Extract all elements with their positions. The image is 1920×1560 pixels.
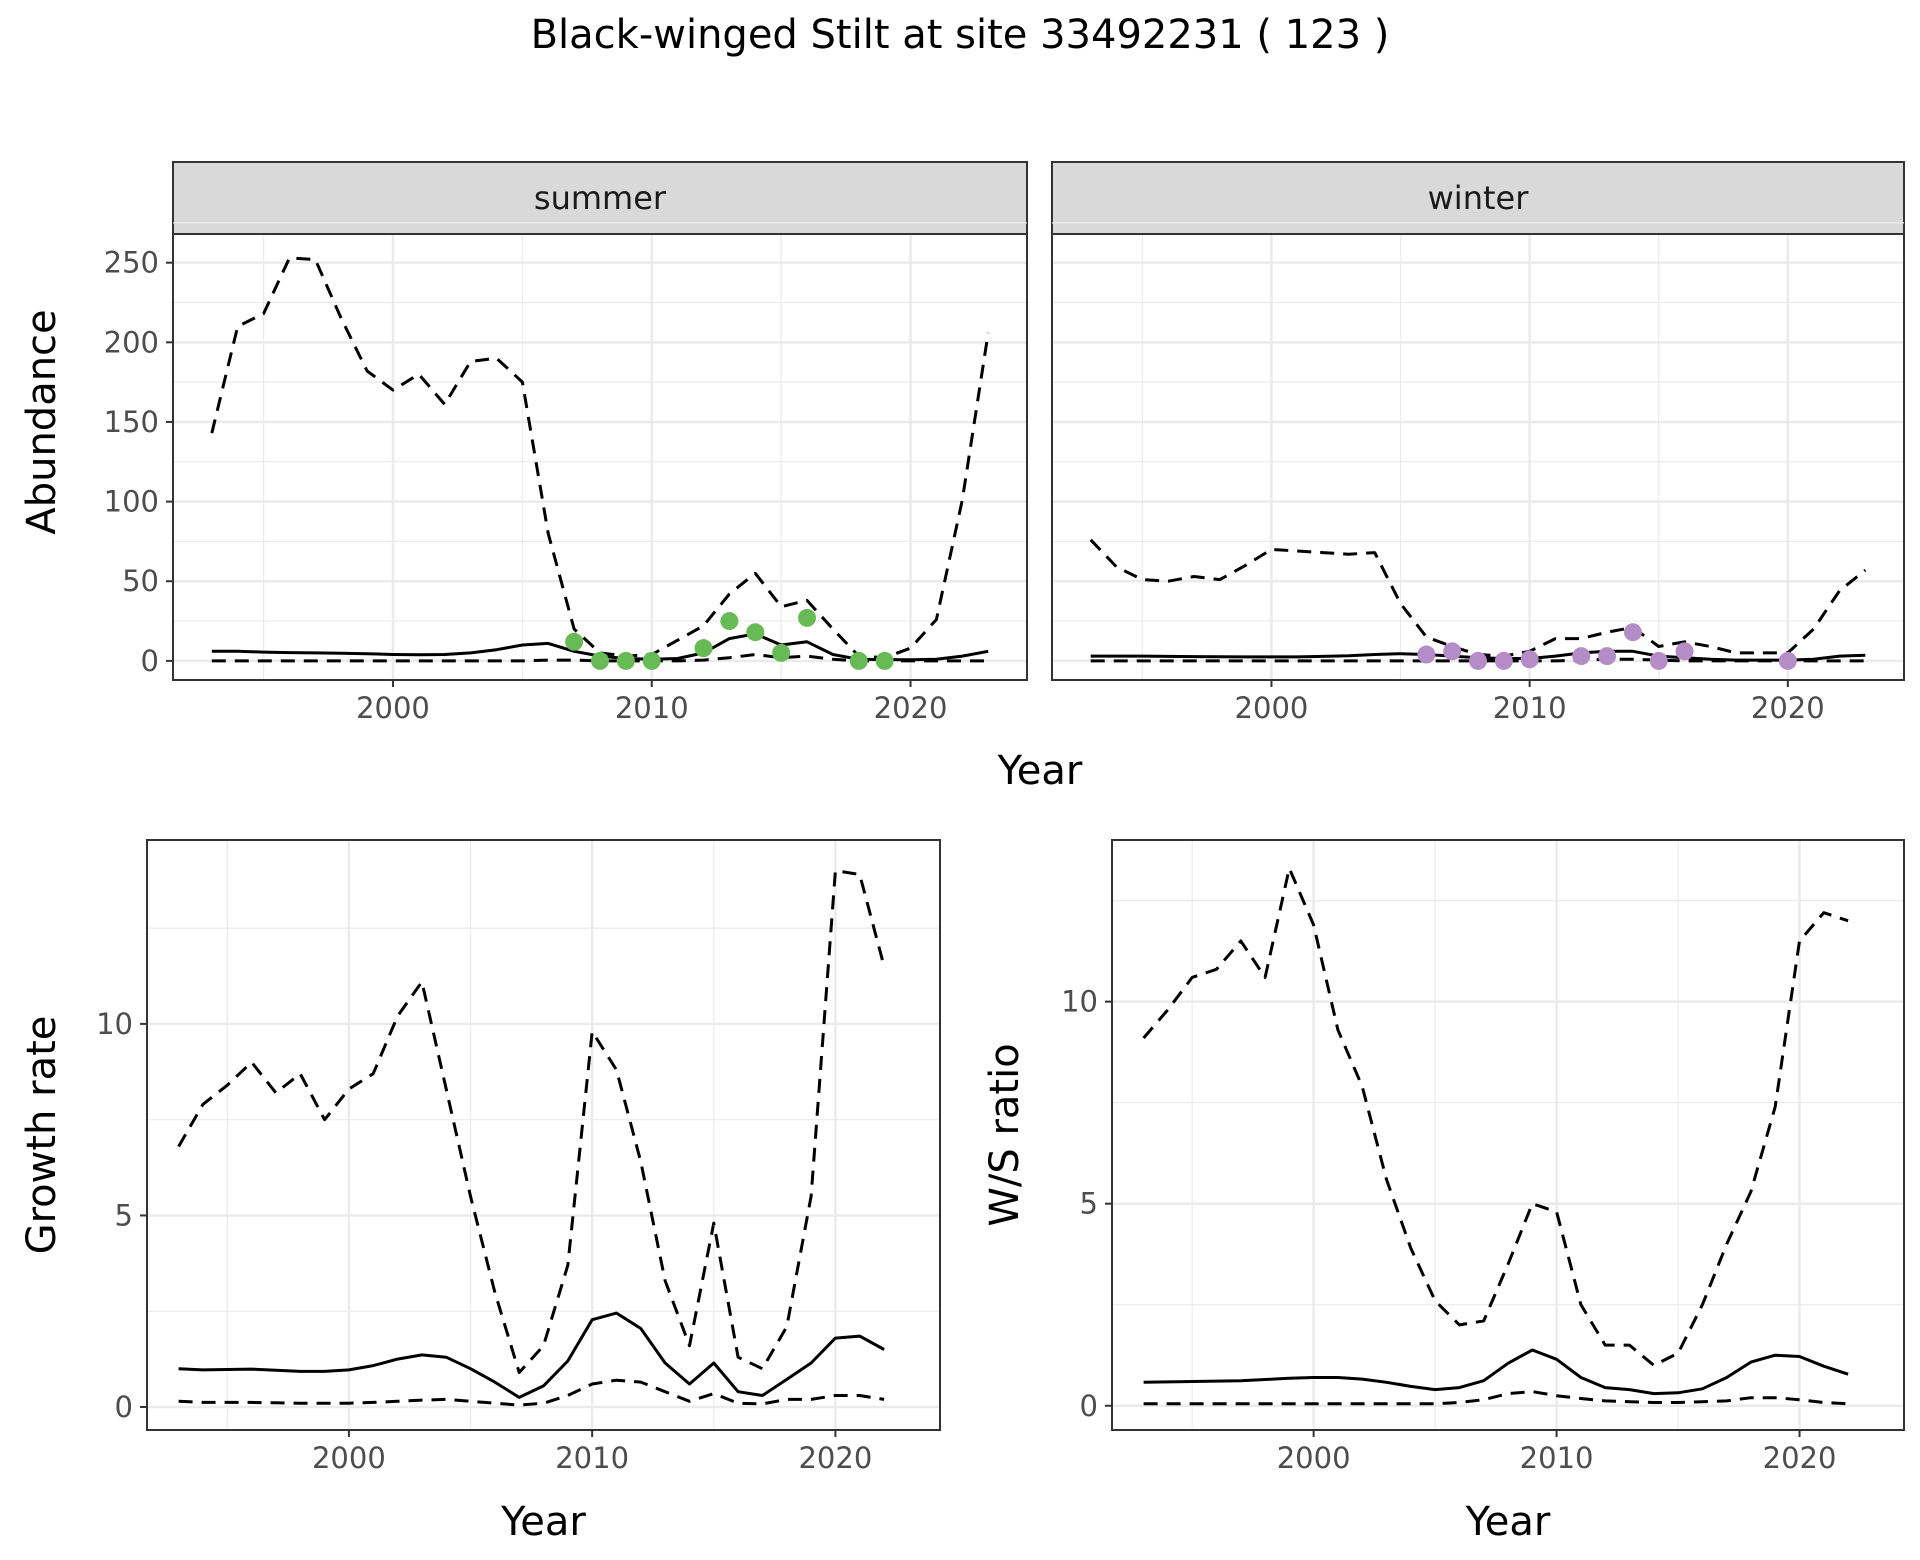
plot-area: [1052, 234, 1904, 680]
data-point: [1520, 650, 1539, 669]
y-axis-title: W/S ratio: [982, 1043, 1028, 1226]
x-tick-label: 2000: [312, 1441, 386, 1475]
data-point: [798, 608, 817, 627]
data-point: [616, 651, 635, 670]
facet-label: winter: [1428, 179, 1530, 217]
data-point: [1649, 651, 1668, 670]
x-axis-title: Year: [1465, 1499, 1551, 1545]
data-point: [720, 612, 739, 631]
x-tick-label: 2010: [1520, 1441, 1594, 1475]
data-point: [694, 639, 713, 658]
x-tick-label: 2020: [798, 1441, 872, 1475]
dashed-line-2: [1090, 657, 1866, 663]
data-point: [1494, 651, 1513, 670]
panel-winter: winter 2000 2010 2020: [1051, 161, 1905, 725]
data-point: [772, 643, 791, 662]
x-tick-label: 2000: [356, 691, 430, 725]
data-point: [642, 651, 661, 670]
panel-chart-4: 2000 2010 2020 0 5 10 Year W/S ratio: [982, 839, 1905, 1545]
facet-label: summer: [534, 179, 667, 217]
data-point: [849, 651, 868, 670]
y-tick-label: 10: [1061, 985, 1098, 1019]
dashed-line-1: [177, 869, 886, 1374]
panel-border: [172, 233, 1028, 681]
data-point: [565, 632, 584, 651]
data-point: [1598, 647, 1617, 666]
data-point: [591, 651, 609, 670]
dashed-line-2: [1143, 1390, 1849, 1406]
data-point: [1417, 645, 1436, 664]
x-tick-label: 2020: [874, 691, 948, 725]
panel-border: [1051, 233, 1905, 681]
y-tick-label: 100: [104, 485, 159, 519]
y-axis-title: Growth rate: [19, 1016, 65, 1255]
x-tick-label: 2010: [555, 1441, 629, 1475]
y-tick-label: 50: [122, 564, 159, 598]
data-point: [875, 651, 894, 670]
y-tick-label: 10: [96, 1007, 133, 1041]
x-tick-label: 2000: [1235, 691, 1309, 725]
y-tick-label: 0: [115, 1390, 133, 1424]
data-point: [1443, 642, 1462, 661]
y-tick-label: 0: [1080, 1389, 1098, 1423]
y-tick-label: 0: [141, 644, 159, 678]
plot-area: [1112, 840, 1904, 1430]
chart-title: Black-winged Stilt at site 33492231 ( 12…: [531, 12, 1390, 58]
solid-line-0: [1143, 1348, 1849, 1396]
x-tick-label: 2000: [1277, 1441, 1351, 1475]
x-tick-label: 2020: [1751, 691, 1825, 725]
data-point: [1469, 651, 1487, 670]
x-axis-title-top: Year: [997, 748, 1083, 794]
facet-strip: [172, 161, 1028, 235]
x-tick-label: 2020: [1763, 1441, 1837, 1475]
x-tick-label: 2010: [1493, 691, 1567, 725]
panel-chart-3: 2000 2010 2020 0 5 10 Year Growth rate: [19, 839, 941, 1545]
facet-strip: [1051, 161, 1905, 235]
y-tick-label: 200: [104, 325, 159, 359]
y-tick-label: 250: [104, 246, 159, 280]
panel-border: [146, 839, 941, 1431]
panel-border: [1111, 839, 1905, 1431]
plot-area: [147, 840, 940, 1430]
data-point: [746, 623, 765, 642]
x-axis-title: Year: [500, 1499, 586, 1545]
dashed-line-1: [1142, 866, 1849, 1367]
data-point: [1778, 651, 1797, 670]
panel-summer: summer 2000 2010 2020 0 50 100 150 200 250: [104, 161, 1028, 725]
plot-area: [173, 234, 1027, 680]
y-tick-label: 150: [104, 405, 159, 439]
y-tick-label: 5: [1080, 1187, 1098, 1221]
data-point: [1623, 623, 1642, 642]
y-tick-label: 5: [115, 1198, 133, 1232]
y-axis-title-top: Abundance: [19, 309, 65, 534]
solid-line-0: [178, 1311, 885, 1399]
dashed-line-2: [178, 1378, 885, 1407]
data-point: [1572, 647, 1591, 666]
data-point: [1675, 642, 1694, 661]
x-tick-label: 2010: [615, 691, 689, 725]
